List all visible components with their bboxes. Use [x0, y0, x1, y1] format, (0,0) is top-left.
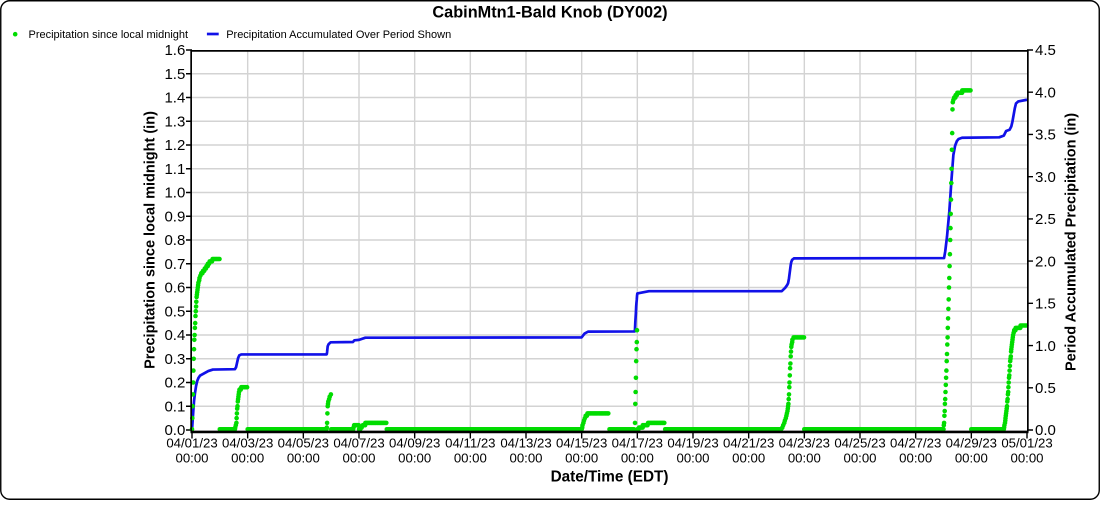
svg-text:0.6: 0.6 — [164, 280, 185, 297]
svg-text:00:00: 00:00 — [788, 451, 821, 466]
svg-text:Precipitation Accumulated Over: Precipitation Accumulated Over Period Sh… — [226, 29, 451, 41]
svg-text:1.2: 1.2 — [164, 137, 185, 154]
svg-text:00:00: 00:00 — [621, 451, 654, 466]
svg-text:1.0: 1.0 — [164, 185, 185, 202]
svg-text:3.0: 3.0 — [1035, 169, 1056, 186]
svg-text:00:00: 00:00 — [175, 451, 208, 466]
svg-text:3.5: 3.5 — [1035, 127, 1056, 144]
svg-text:04/01/23: 04/01/23 — [166, 436, 217, 451]
svg-text:0.9: 0.9 — [164, 208, 185, 225]
svg-text:Period Accumulated Precipitati: Period Accumulated Precipitation (in) — [1064, 113, 1080, 371]
svg-text:04/07/23: 04/07/23 — [333, 436, 384, 451]
svg-text:0.5: 0.5 — [164, 303, 185, 320]
svg-text:00:00: 00:00 — [732, 451, 765, 466]
svg-text:Precipitation since local midn: Precipitation since local midnight (in) — [143, 111, 159, 369]
svg-text:04/13/23: 04/13/23 — [500, 436, 551, 451]
svg-text:00:00: 00:00 — [509, 451, 542, 466]
svg-text:00:00: 00:00 — [843, 451, 876, 466]
svg-text:00:00: 00:00 — [398, 451, 431, 466]
svg-text:04/29/23: 04/29/23 — [946, 436, 997, 451]
svg-text:0.3: 0.3 — [164, 351, 185, 368]
svg-text:00:00: 00:00 — [231, 451, 264, 466]
svg-text:0.1: 0.1 — [164, 398, 185, 415]
svg-text:1.3: 1.3 — [164, 113, 185, 130]
svg-text:0.7: 0.7 — [164, 256, 185, 273]
svg-text:04/09/23: 04/09/23 — [389, 436, 440, 451]
svg-text:04/05/23: 04/05/23 — [278, 436, 329, 451]
svg-text:04/27/23: 04/27/23 — [890, 436, 941, 451]
svg-text:Date/Time (EDT): Date/Time (EDT) — [551, 469, 669, 486]
svg-text:0.5: 0.5 — [1035, 380, 1056, 397]
svg-text:0.0: 0.0 — [1035, 422, 1056, 439]
svg-text:04/17/23: 04/17/23 — [612, 436, 663, 451]
svg-text:04/03/23: 04/03/23 — [222, 436, 273, 451]
svg-text:00:00: 00:00 — [342, 451, 375, 466]
svg-text:2.5: 2.5 — [1035, 211, 1056, 228]
svg-text:05/01/23: 05/01/23 — [1001, 436, 1052, 451]
svg-text:0.2: 0.2 — [164, 375, 185, 392]
svg-text:00:00: 00:00 — [565, 451, 598, 466]
svg-text:1.1: 1.1 — [164, 161, 185, 178]
svg-text:00:00: 00:00 — [454, 451, 487, 466]
svg-text:00:00: 00:00 — [1010, 451, 1043, 466]
svg-text:04/15/23: 04/15/23 — [556, 436, 607, 451]
svg-text:4.0: 4.0 — [1035, 84, 1056, 101]
svg-text:04/25/23: 04/25/23 — [834, 436, 885, 451]
svg-text:4.5: 4.5 — [1035, 42, 1056, 59]
svg-text:1.6: 1.6 — [164, 42, 185, 59]
svg-text:04/21/23: 04/21/23 — [723, 436, 774, 451]
svg-text:1.5: 1.5 — [1035, 296, 1056, 313]
svg-text:0.4: 0.4 — [164, 327, 185, 344]
svg-text:0.0: 0.0 — [164, 422, 185, 439]
svg-text:00:00: 00:00 — [676, 451, 709, 466]
svg-text:1.4: 1.4 — [164, 90, 185, 107]
svg-text:1.0: 1.0 — [1035, 338, 1056, 355]
svg-text:04/19/23: 04/19/23 — [667, 436, 718, 451]
svg-text:04/23/23: 04/23/23 — [779, 436, 830, 451]
svg-text:0.8: 0.8 — [164, 232, 185, 249]
svg-text:00:00: 00:00 — [899, 451, 932, 466]
svg-text:1.5: 1.5 — [164, 66, 185, 83]
svg-text:00:00: 00:00 — [287, 451, 320, 466]
svg-text:04/11/23: 04/11/23 — [445, 436, 495, 451]
svg-text:00:00: 00:00 — [955, 451, 988, 466]
svg-text:CabinMtn1-Bald Knob (DY002): CabinMtn1-Bald Knob (DY002) — [432, 4, 667, 22]
svg-text:2.0: 2.0 — [1035, 253, 1056, 270]
svg-text:Precipitation since local midn: Precipitation since local midnight — [29, 29, 189, 41]
